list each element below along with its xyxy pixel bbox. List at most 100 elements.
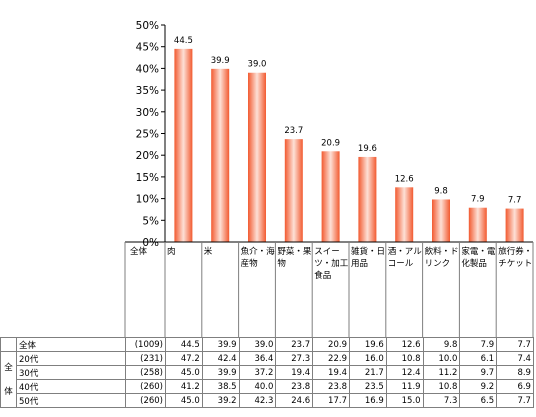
y-tick-label: 35% <box>136 85 159 97</box>
bar <box>211 68 230 242</box>
y-tick-label: 15% <box>136 172 159 184</box>
table-cell: 47.2 <box>165 351 203 366</box>
row-label: 50代 <box>16 393 126 408</box>
y-tick-label: 0% <box>142 237 159 249</box>
table-cell: 17.7 <box>312 393 350 408</box>
table-cell: 41.2 <box>165 379 203 394</box>
y-tick-label: 25% <box>136 129 159 141</box>
category-label: 旅行券・チケット <box>498 247 533 269</box>
category-label: 飲料・ドリンク <box>424 247 459 269</box>
bar-value-label: 39.0 <box>248 60 267 70</box>
y-axis: 0% 5% 10% 15% 20% 25% 30% 35% 40% 45% 50% <box>136 20 166 249</box>
table-row: 50代 (260) 45.0 39.2 42.3 24.6 17.7 16.9 15.0 7.3 6… <box>1 393 534 408</box>
bar-value-label: 44.5 <box>174 36 193 46</box>
table-cell: 6.9 <box>496 379 534 394</box>
row-count: (1009) <box>125 337 166 352</box>
table-cell: 16.0 <box>348 351 387 366</box>
bars: 44.5 39.9 39.0 23.7 20.9 19.6 12.6 9.8 7.9 7.7 <box>174 36 524 243</box>
table-row: 30代 (258) 45.0 39.9 37.2 19.4 19.4 21.7 12.4 11.2… <box>1 365 534 380</box>
table-cell: 39.9 <box>201 365 240 380</box>
category-label: 米 <box>203 247 213 257</box>
y-tick-label: 10% <box>136 194 159 206</box>
row-label: 20代 <box>16 351 126 366</box>
table-cell: 19.4 <box>312 365 350 380</box>
table-cell: 24.6 <box>275 393 314 408</box>
y-tick-label: 5% <box>142 215 159 227</box>
data-table: 全体 (1009) 44.5 39.9 39.0 23.7 20.9 19.6 12.6 9.8 7… <box>0 337 534 408</box>
bar-value-label: 7.9 <box>471 195 485 205</box>
table-cell: 10.8 <box>385 351 424 366</box>
table-cell: 45.0 <box>165 365 203 380</box>
table-cell: 9.7 <box>459 365 498 380</box>
bar <box>174 48 193 243</box>
bar <box>395 187 414 242</box>
table-cell: 23.8 <box>275 379 314 394</box>
table-cell: 15.0 <box>385 393 424 408</box>
row-label: 30代 <box>16 365 126 380</box>
bar <box>358 156 377 242</box>
y-tick-label: 30% <box>136 107 159 119</box>
table-cell: 10.8 <box>422 379 461 394</box>
table-cell: 23.5 <box>348 379 387 394</box>
bar-value-label: 23.7 <box>284 126 303 136</box>
bar-value-label: 7.7 <box>508 196 522 206</box>
table-cell: 12.6 <box>385 337 424 352</box>
row-count: (231) <box>125 351 166 366</box>
bar <box>505 208 524 242</box>
table-cell: 45.0 <box>165 393 203 408</box>
table-cell: 39.2 <box>201 393 240 408</box>
category-label: 家電・電化製品 <box>461 247 496 269</box>
table-cell: 19.4 <box>275 365 314 380</box>
table-cell: 39.0 <box>238 337 277 352</box>
bar <box>321 151 340 242</box>
table-cell: 44.5 <box>165 337 203 352</box>
table-cell: 9.8 <box>422 337 461 352</box>
group-label-char: 全 <box>4 362 13 373</box>
table-cell: 7.4 <box>496 351 534 366</box>
group-label-char: 体 <box>4 386 13 397</box>
table-cell: 7.9 <box>459 337 498 352</box>
table-cell: 23.7 <box>275 337 314 352</box>
table-cell: 42.4 <box>201 351 240 366</box>
row-label: 40代 <box>16 379 126 394</box>
row-count: (260) <box>125 393 166 408</box>
table-cell: 6.5 <box>459 393 498 408</box>
table-cell: 7.7 <box>496 393 534 408</box>
x-axis <box>124 241 534 337</box>
bar-chart: 0% 5% 10% 15% 20% 25% 30% 35% 40% 45% 50% 44.5 39.9… <box>124 20 534 337</box>
bar-value-label: 12.6 <box>395 174 414 184</box>
table-cell: 40.0 <box>238 379 277 394</box>
table-cell: 11.9 <box>385 379 424 394</box>
table-row: 40代 (260) 41.2 38.5 40.0 23.8 23.8 23.5 11.9 10.8… <box>1 379 534 394</box>
bar-value-label: 9.8 <box>434 186 448 196</box>
category-label: 野菜・果物 <box>277 247 312 269</box>
table-cell: 7.3 <box>422 393 461 408</box>
table-cell: 21.7 <box>348 365 387 380</box>
row-count: (258) <box>125 365 166 380</box>
category-label: 魚介・海産物 <box>240 247 275 269</box>
bar-value-label: 19.6 <box>358 144 377 154</box>
table-cell: 36.4 <box>238 351 277 366</box>
table-cell: 38.5 <box>201 379 240 394</box>
group-label: 全体 <box>0 351 17 408</box>
bar <box>284 139 303 242</box>
category-label: 肉 <box>167 247 176 257</box>
table-row: 全体 20代 (231) 47.2 42.4 36.4 27.3 22.9 16.0 10.8 10… <box>0 351 534 408</box>
bar-value-label: 20.9 <box>321 138 340 148</box>
table-cell: 16.9 <box>348 393 387 408</box>
bar <box>468 207 487 242</box>
table-cell: 20.9 <box>312 337 350 352</box>
table-cell: 10.0 <box>422 351 461 366</box>
table-blank-cell <box>0 337 17 352</box>
category-label: 酒・アルコール <box>387 247 422 269</box>
table-cell: 27.3 <box>275 351 314 366</box>
table-cell: 8.9 <box>496 365 534 380</box>
table-cell: 7.7 <box>496 337 534 352</box>
table-cell: 12.4 <box>385 365 424 380</box>
table-cell: 6.1 <box>459 351 498 366</box>
y-tick-label: 40% <box>136 63 159 75</box>
category-label: スイーツ・加工食品 <box>314 247 349 281</box>
corner-label: 全体 <box>130 247 148 257</box>
table-cell: 23.8 <box>312 379 350 394</box>
table-cell: 39.9 <box>201 337 240 352</box>
